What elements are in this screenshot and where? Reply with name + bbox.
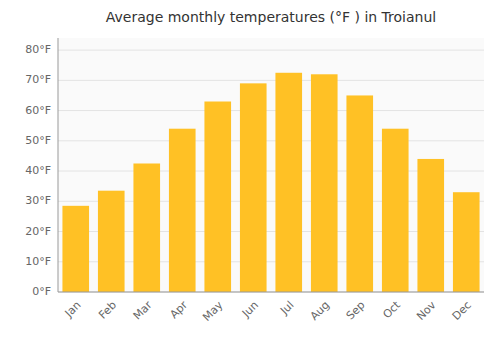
bar [275,73,302,292]
y-tick-label: 60°F [25,104,51,117]
plot-background [58,38,484,292]
bar [240,83,267,292]
x-tick-label: Jun [239,299,261,321]
x-tick-label: Dec [450,299,474,323]
x-tick-label: Nov [414,298,439,323]
x-axis-line [58,292,484,293]
chart-container: 0°F 10°F 20°F 30°F 40°F 50°F 60°F 70°F 80°F Jan Fe… [0,0,500,350]
grid-line [58,80,484,81]
y-tick-label: 70°F [25,73,51,86]
y-tick-label: 40°F [25,164,51,177]
y-tick-label: 50°F [25,134,51,147]
x-tick-label: Oct [380,298,403,321]
bar [346,95,373,292]
x-tick-label: Sep [344,299,368,323]
bar [453,192,480,292]
y-tick-label: 0°F [32,285,51,298]
x-axis: Jan Feb Mar Apr May Jun Jul Aug Sep Oct Nov Dec [62,298,474,324]
bar [417,159,444,292]
bar [98,191,125,292]
bars [62,73,479,292]
y-axis-line [58,38,59,292]
x-tick-label: Feb [96,299,119,322]
bar [169,129,196,292]
grid-line [58,140,484,141]
x-tick-label: Mar [131,298,155,322]
x-tick-label: Jul [277,299,296,318]
grid-line [58,292,484,293]
y-axis: 0°F 10°F 20°F 30°F 40°F 50°F 60°F 70°F 80°F [25,43,51,298]
grid-line [58,50,484,51]
chart-svg: 0°F 10°F 20°F 30°F 40°F 50°F 60°F 70°F 80°F Jan Fe… [0,0,500,350]
bar [204,102,231,293]
y-tick-label: 80°F [25,43,51,56]
x-tick-label: May [200,298,226,324]
bar [382,129,409,292]
y-tick-label: 30°F [25,194,51,207]
grid [58,50,484,292]
bar [311,74,338,292]
x-tick-label: Apr [167,298,190,321]
chart-title: Average monthly temperatures (°F ) in Tr… [106,9,436,25]
y-tick-label: 10°F [25,255,51,268]
bar [133,163,160,292]
grid-line [58,110,484,111]
x-tick-label: Aug [308,299,332,323]
bar [62,206,89,292]
y-tick-label: 20°F [25,225,51,238]
x-tick-label: Jan [62,299,84,321]
